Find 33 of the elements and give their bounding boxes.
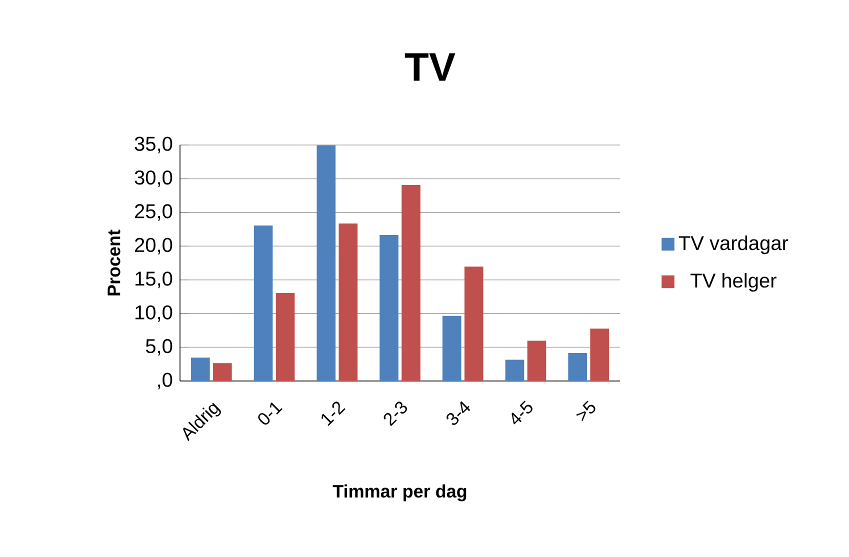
y-tick-label: 10,0 bbox=[136, 305, 172, 322]
y-tick-label: 20,0 bbox=[135, 238, 172, 254]
x-tick-label: 3-4 bbox=[446, 401, 470, 425]
bar bbox=[568, 352, 587, 381]
y-tick-label: ,0 bbox=[158, 372, 172, 390]
chart-title: TV bbox=[404, 53, 456, 81]
y-tick-label: 15,0 bbox=[136, 272, 172, 288]
bar bbox=[380, 234, 398, 381]
bar bbox=[505, 360, 524, 381]
x-tick-label: 0-1 bbox=[258, 402, 283, 425]
x-tick-label: 4-5 bbox=[512, 400, 532, 424]
bar bbox=[527, 340, 546, 381]
y-tick-label: 35,0 bbox=[134, 136, 172, 154]
y-tick-label: 5,0 bbox=[146, 339, 172, 356]
bar bbox=[402, 185, 420, 381]
y-axis-title: Procent bbox=[108, 230, 120, 296]
bar bbox=[590, 328, 609, 381]
y-tick-label: 25,0 bbox=[135, 204, 172, 221]
y-tick-label: 30,0 bbox=[134, 170, 172, 187]
x-axis-title: Timmar per dag bbox=[332, 484, 466, 502]
bar bbox=[213, 363, 232, 381]
bar bbox=[276, 292, 295, 381]
x-tick-label: >5 bbox=[576, 400, 596, 422]
bar bbox=[316, 145, 336, 381]
bar bbox=[338, 223, 358, 381]
x-tick-label: 2-3 bbox=[384, 402, 408, 426]
bar bbox=[464, 266, 484, 381]
bar bbox=[442, 316, 462, 381]
bar bbox=[191, 358, 210, 381]
x-tick-label: 1-2 bbox=[322, 402, 346, 426]
bar bbox=[254, 226, 273, 381]
legend-label: TV helger bbox=[690, 273, 776, 292]
legend-label: TV vardagar bbox=[678, 236, 788, 254]
